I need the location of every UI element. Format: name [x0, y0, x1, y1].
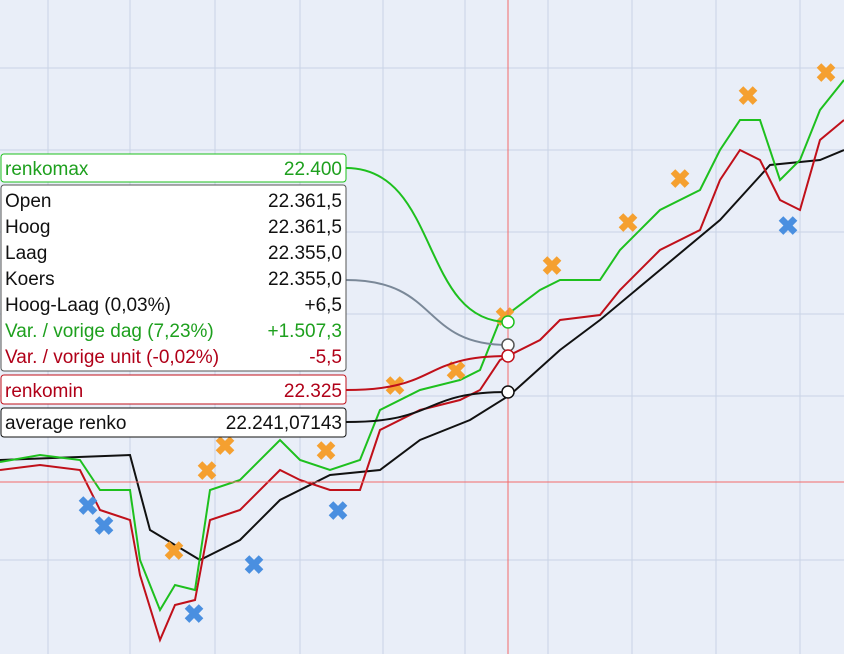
cursor-points: [501, 315, 515, 399]
row-value: 22.355,0: [268, 243, 342, 264]
info-rows: Open 22.361,5 Hoog 22.361,5 Laag 22.355,0 Koer…: [5, 191, 342, 368]
row-value: 22.361,5: [268, 191, 342, 212]
row-label: Var. / vorige unit (-0,02%): [5, 347, 219, 368]
svg-text:✖: ✖: [617, 208, 639, 238]
tooltip: renkomax 22.400 Open 22.361,5 Hoog 22.361,5…: [0, 153, 347, 438]
svg-text:✖: ✖: [93, 511, 115, 541]
row-value: 22.355,0: [268, 269, 342, 290]
svg-text:✖: ✖: [196, 456, 218, 486]
average-box: [0, 407, 347, 438]
svg-text:✖: ✖: [163, 536, 185, 566]
svg-text:✖: ✖: [327, 496, 349, 526]
svg-text:✖: ✖: [315, 436, 337, 466]
row-label: Koers: [5, 269, 55, 290]
average-label: average renko: [5, 413, 126, 434]
svg-text:✖: ✖: [214, 431, 236, 461]
renkomax-box: [0, 153, 347, 183]
renkomin-value: 22.325: [284, 381, 342, 402]
row-value: +1.507,3: [268, 321, 343, 342]
row-label: Hoog: [5, 217, 50, 238]
svg-text:✖: ✖: [183, 599, 205, 629]
average-value: 22.241,07143: [226, 413, 342, 434]
renkomax-value: 22.400: [284, 159, 342, 180]
row-value: 22.361,5: [268, 217, 342, 238]
row-value: +6,5: [304, 295, 342, 316]
row-label: Var. / vorige dag (7,23%): [5, 321, 214, 342]
svg-text:✖: ✖: [243, 550, 265, 580]
row-label: Open: [5, 191, 51, 212]
svg-text:✖: ✖: [77, 491, 99, 521]
info-box: [0, 184, 347, 372]
svg-text:✖: ✖: [737, 81, 759, 111]
row-value: -5,5: [309, 347, 342, 368]
svg-text:✖: ✖: [669, 164, 691, 194]
renkomin-box: [0, 374, 347, 405]
renkomin-label: renkomin: [5, 381, 83, 402]
svg-text:✖: ✖: [777, 211, 799, 241]
svg-text:✖: ✖: [815, 58, 837, 88]
renkomax-label: renkomax: [5, 159, 89, 180]
connectors: [345, 167, 509, 423]
row-label: Laag: [5, 243, 47, 264]
svg-text:✖: ✖: [541, 251, 563, 281]
row-label: Hoog-Laag (0,03%): [5, 295, 171, 316]
